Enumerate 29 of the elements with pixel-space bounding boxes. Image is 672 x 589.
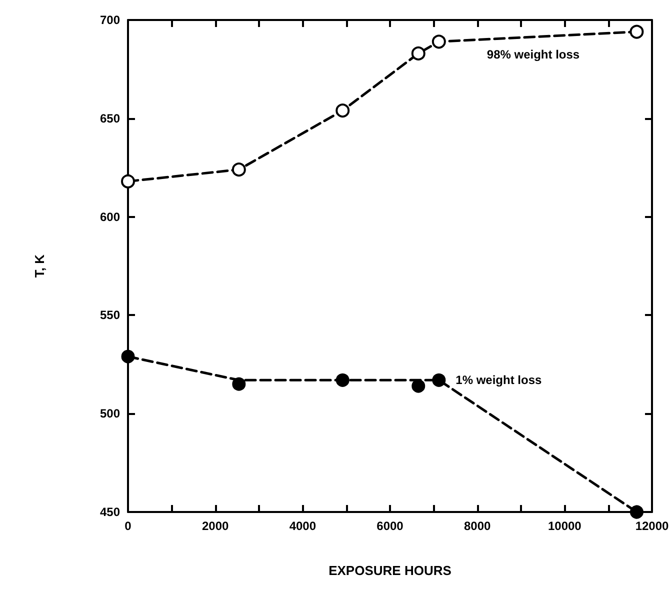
series-label: 98% weight loss bbox=[486, 48, 580, 62]
point bbox=[411, 46, 426, 60]
x-tick-label: 12000 bbox=[635, 519, 670, 533]
x-tick-label: 8000 bbox=[464, 519, 492, 533]
point bbox=[336, 104, 350, 118]
point bbox=[412, 379, 426, 393]
y-tick-label: 550 bbox=[100, 308, 120, 322]
point bbox=[232, 162, 246, 177]
x-tick-label: 6000 bbox=[376, 519, 404, 533]
x-tick-label: 2000 bbox=[202, 519, 230, 533]
series-label: 1% weight loss bbox=[456, 373, 542, 388]
y-tick-label: 450 bbox=[100, 505, 120, 519]
point bbox=[121, 350, 135, 364]
y-tick-label: 650 bbox=[100, 111, 120, 126]
point bbox=[432, 34, 446, 49]
x-tick-label: 0 bbox=[124, 519, 132, 533]
point bbox=[630, 24, 644, 39]
y-tick-label: 600 bbox=[100, 210, 120, 224]
x-tick-label: 10000 bbox=[548, 519, 582, 533]
point bbox=[630, 505, 644, 519]
y-axis-title: T, K bbox=[32, 254, 47, 278]
y-tick-label: 500 bbox=[100, 406, 120, 421]
x-axis-title: EXPOSURE HOURS bbox=[328, 563, 452, 578]
x-tick-label: 4000 bbox=[289, 519, 316, 533]
y-tick-label: 700 bbox=[100, 13, 120, 27]
point bbox=[232, 377, 246, 391]
point bbox=[121, 174, 135, 188]
point bbox=[336, 373, 350, 387]
point bbox=[432, 373, 446, 387]
